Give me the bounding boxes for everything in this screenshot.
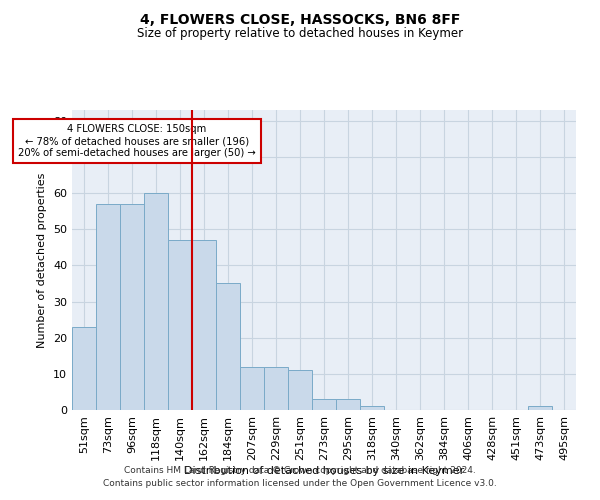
Text: 4 FLOWERS CLOSE: 150sqm
← 78% of detached houses are smaller (196)
20% of semi-d: 4 FLOWERS CLOSE: 150sqm ← 78% of detache… [18,124,256,158]
Bar [96,204,120,410]
Bar [336,399,360,410]
Bar [144,193,168,410]
Bar [192,240,216,410]
Bar [72,327,96,410]
Bar [240,366,264,410]
Text: Size of property relative to detached houses in Keymer: Size of property relative to detached ho… [137,28,463,40]
Text: 4, FLOWERS CLOSE, HASSOCKS, BN6 8FF: 4, FLOWERS CLOSE, HASSOCKS, BN6 8FF [140,12,460,26]
X-axis label: Distribution of detached houses by size in Keymer: Distribution of detached houses by size … [184,466,464,475]
Y-axis label: Number of detached properties: Number of detached properties [37,172,47,348]
Bar [312,399,336,410]
Bar [264,366,288,410]
Bar [360,406,384,410]
Bar [288,370,312,410]
Bar [168,240,192,410]
Bar [216,284,240,410]
Bar [120,204,144,410]
Bar [528,406,552,410]
Text: Contains HM Land Registry data © Crown copyright and database right 2024.
Contai: Contains HM Land Registry data © Crown c… [103,466,497,487]
